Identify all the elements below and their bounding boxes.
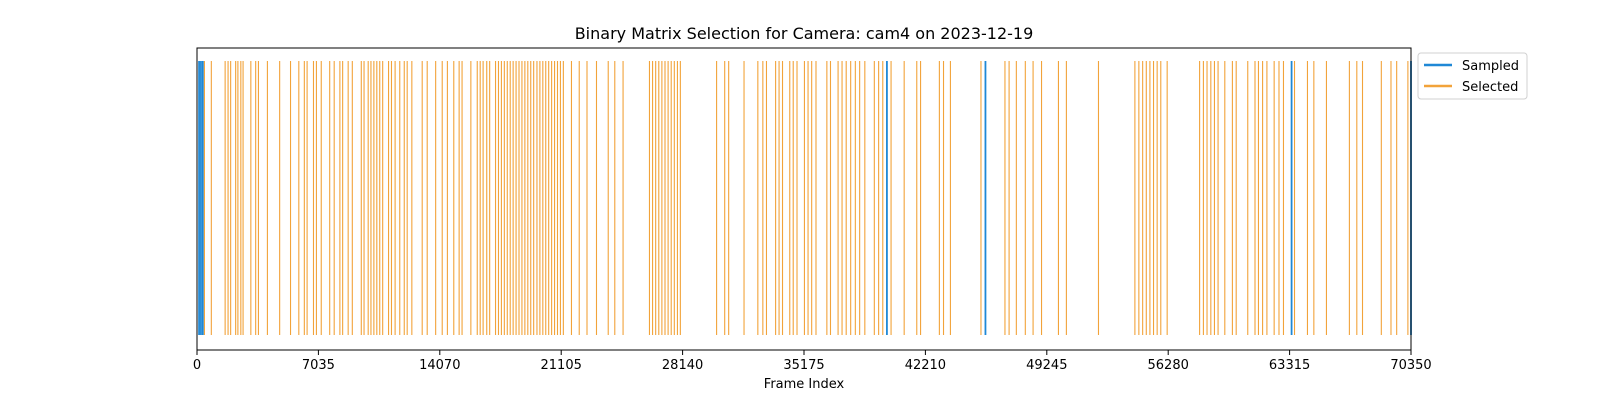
x-tick-label: 63315 — [1269, 358, 1310, 373]
x-tick-label: 42210 — [905, 358, 946, 373]
x-tick-label: 28140 — [662, 358, 703, 373]
x-tick-label: 49245 — [1026, 358, 1067, 373]
x-tick-label: 7035 — [302, 358, 335, 373]
x-tick-label: 14070 — [419, 358, 460, 373]
selected-series — [203, 61, 1409, 335]
chart-title: Binary Matrix Selection for Camera: cam4… — [575, 24, 1034, 43]
x-axis: 0 7035 14070 21105 28140 35175 42210 49245 56280… — [193, 350, 1432, 373]
x-tick-label: 35175 — [783, 358, 824, 373]
plot-area — [196, 47, 1412, 351]
sampled-legend-label: Sampled — [1462, 59, 1519, 74]
x-tick-label: 21105 — [541, 358, 582, 373]
x-tick-label: 70350 — [1390, 358, 1431, 373]
x-tick-label: 56280 — [1148, 358, 1189, 373]
selected-legend-label: Selected — [1462, 80, 1518, 95]
x-tick-label: 0 — [193, 358, 201, 373]
x-axis-label: Frame Index — [764, 377, 845, 392]
legend: Sampled Selected — [1417, 52, 1528, 100]
